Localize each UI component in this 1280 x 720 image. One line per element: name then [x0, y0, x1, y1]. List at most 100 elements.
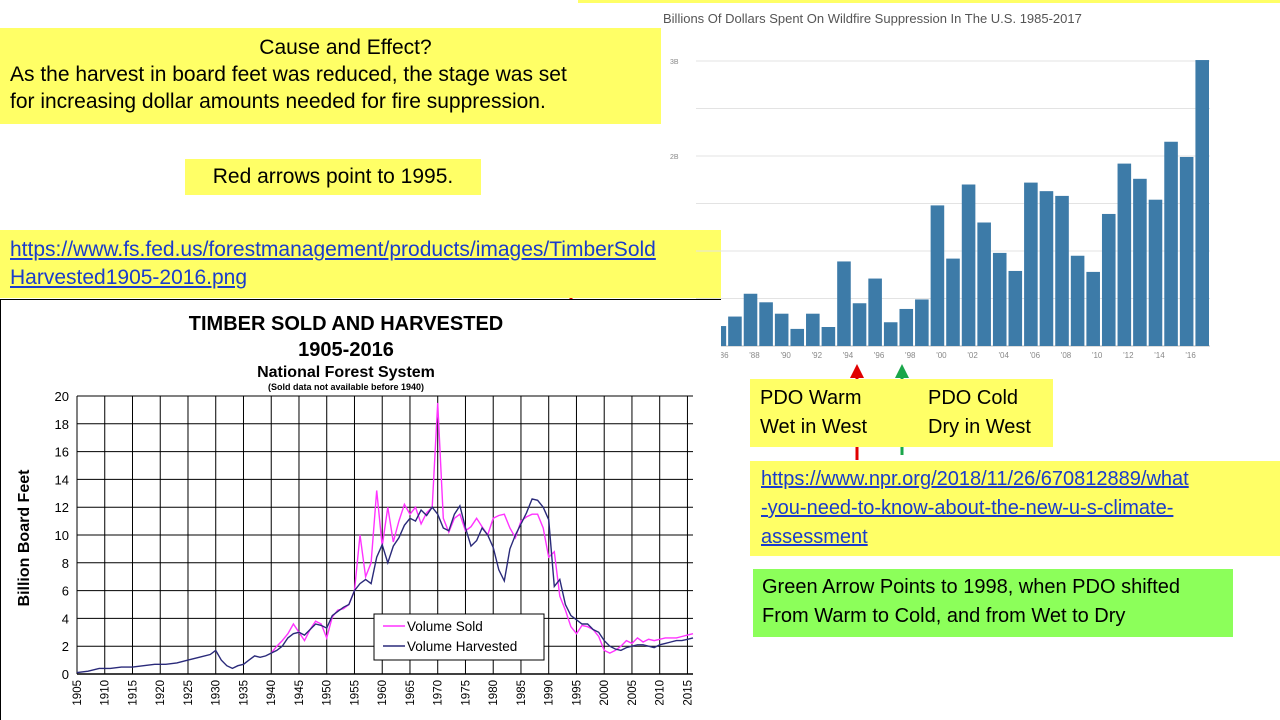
fs-source-link-box: https://www.fs.fed.us/forestmanagement/p…	[0, 230, 721, 298]
cause-effect-note: Cause and Effect? As the harvest in boar…	[0, 28, 661, 124]
fs-source-link-line-1[interactable]: https://www.fs.fed.us/forestmanagement/p…	[10, 238, 656, 261]
pdo-warm-sub: Wet in West	[760, 416, 868, 438]
cause-line-3: for increasing dollar amounts needed for…	[10, 90, 546, 113]
bar-1996	[868, 278, 882, 346]
npr-source-link-box: https://www.npr.org/2018/11/26/670812889…	[750, 461, 1280, 556]
timber-x-tick: 1905	[72, 680, 84, 706]
green-note-line-1: Green Arrow Points to 1998, when PDO shi…	[762, 576, 1180, 598]
bar-2017	[1195, 60, 1209, 347]
bar-1990	[774, 313, 789, 346]
bar-x-tick: '98	[905, 351, 916, 360]
timber-x-tick: 1965	[405, 680, 417, 706]
bar-1991	[790, 328, 805, 346]
timber-x-tick: 1945	[294, 680, 306, 706]
bar-2015	[1164, 141, 1178, 346]
series-volume-harvested	[76, 498, 694, 674]
timber-x-tick: 2005	[627, 680, 639, 706]
timber-y-tick: 6	[62, 584, 69, 599]
bar-x-tick: '04	[999, 351, 1010, 360]
timber-chart-frame: TIMBER SOLD AND HARVESTED 1905-2016 Nati…	[0, 299, 721, 720]
bar-chart-title: Billions Of Dollars Spent On Wildfire Su…	[663, 11, 1082, 26]
timber-x-tick: 1980	[488, 680, 500, 706]
timber-x-tick: 1935	[238, 680, 250, 706]
timber-x-tick: 2010	[655, 680, 667, 706]
bar-1995	[852, 303, 867, 346]
bar-2014	[1148, 199, 1163, 346]
green-arrow-note: Green Arrow Points to 1998, when PDO shi…	[753, 569, 1233, 637]
bar-2007	[1039, 191, 1054, 346]
timber-x-tick: 1915	[127, 680, 139, 706]
npr-link-line-2[interactable]: -you-need-to-know-about-the-new-u-s-clim…	[761, 497, 1174, 519]
bar-2011	[1101, 213, 1116, 346]
timber-note: (Sold data not available before 1940)	[268, 382, 424, 392]
bar-x-tick: '90	[780, 351, 791, 360]
timber-years: 1905-2016	[298, 339, 394, 361]
pdo-note: PDO Warm Wet in West PDO Cold Dry in Wes…	[750, 379, 1053, 447]
timber-x-tick: 1920	[155, 680, 167, 706]
bar-x-tick: '88	[749, 351, 760, 360]
bar-x-tick: '02	[967, 351, 978, 360]
timber-title: TIMBER SOLD AND HARVESTED	[189, 313, 503, 335]
bar-1988	[743, 293, 758, 346]
bar-1994	[837, 261, 851, 346]
bar-2016	[1179, 156, 1194, 346]
timber-legend: Volume Sold Volume Harvested	[373, 613, 545, 661]
timber-x-tick: 1970	[433, 680, 445, 706]
timber-y-tick: 20	[55, 389, 69, 404]
npr-link-line-3[interactable]: assessment	[761, 526, 868, 548]
bar-x-tick: '14	[1154, 351, 1165, 360]
timber-y-tick: 0	[62, 667, 69, 682]
bar-1992	[806, 313, 820, 346]
timber-x-tick: 1955	[349, 680, 361, 706]
timber-x-tick: 1940	[266, 680, 278, 706]
timber-x-tick: 1925	[183, 680, 195, 706]
wildfire-suppression-bar-chart: Billions Of Dollars Spent On Wildfire Su…	[663, 11, 1210, 360]
timber-x-tick: 2015	[682, 680, 694, 706]
bar-2003	[977, 222, 991, 346]
bar-2000	[930, 205, 945, 346]
bar-y-tick: 3B	[670, 59, 679, 66]
bar-2005	[1008, 270, 1023, 346]
bar-2008	[1055, 195, 1069, 346]
timber-y-tick: 12	[55, 500, 69, 515]
bar-y-tick: 2B	[670, 154, 679, 161]
bar-x-tick: '94	[843, 351, 854, 360]
red-arrow-note: Red arrows point to 1995.	[185, 159, 481, 195]
bar-x-tick: '00	[936, 351, 947, 360]
timber-x-tick: 1930	[211, 680, 223, 706]
timber-ylabel: Billion Board Feet	[16, 469, 33, 607]
timber-x-tick: 1950	[322, 680, 334, 706]
timber-y-tick: 14	[55, 472, 69, 487]
timber-y-tick: 16	[55, 445, 69, 460]
pdo-warm-title: PDO Warm	[760, 387, 862, 409]
bar-2004	[992, 252, 1007, 346]
timber-sold-harvested-chart: TIMBER SOLD AND HARVESTED 1905-2016 Nati…	[16, 313, 694, 706]
green-note-line-2: From Warm to Cold, and from Wet to Dry	[762, 605, 1126, 627]
bar-1997	[883, 322, 898, 346]
bar-1987	[728, 316, 742, 346]
bar-x-tick: '16	[1185, 351, 1196, 360]
timber-x-tick: 2000	[599, 680, 611, 706]
timber-y-tick: 10	[55, 528, 69, 543]
pdo-cold-title: PDO Cold	[928, 387, 1019, 409]
bar-1998	[899, 308, 914, 346]
cause-title: Cause and Effect?	[259, 36, 432, 59]
timber-x-tick: 1960	[377, 680, 389, 706]
timber-y-tick: 2	[62, 639, 69, 654]
bar-1999	[915, 299, 929, 346]
bar-2001	[946, 258, 960, 346]
bar-2012	[1117, 163, 1132, 346]
legend-harvested: Volume Harvested	[407, 639, 517, 654]
bar-1993	[821, 327, 836, 346]
cause-line-2: As the harvest in board feet was reduced…	[10, 63, 567, 86]
bar-x-tick: '10	[1092, 351, 1103, 360]
top-highlight-strip	[578, 0, 1280, 3]
npr-link-line-1[interactable]: https://www.npr.org/2018/11/26/670812889…	[761, 468, 1189, 490]
bar-2013	[1133, 178, 1147, 346]
bar-x-tick: '08	[1061, 351, 1072, 360]
timber-x-tick: 1990	[544, 680, 556, 706]
fs-source-link-line-2[interactable]: Harvested1905-2016.png	[10, 266, 248, 289]
timber-x-tick: 1975	[460, 680, 472, 706]
bar-x-tick: '12	[1123, 351, 1134, 360]
timber-y-tick: 4	[62, 611, 69, 626]
